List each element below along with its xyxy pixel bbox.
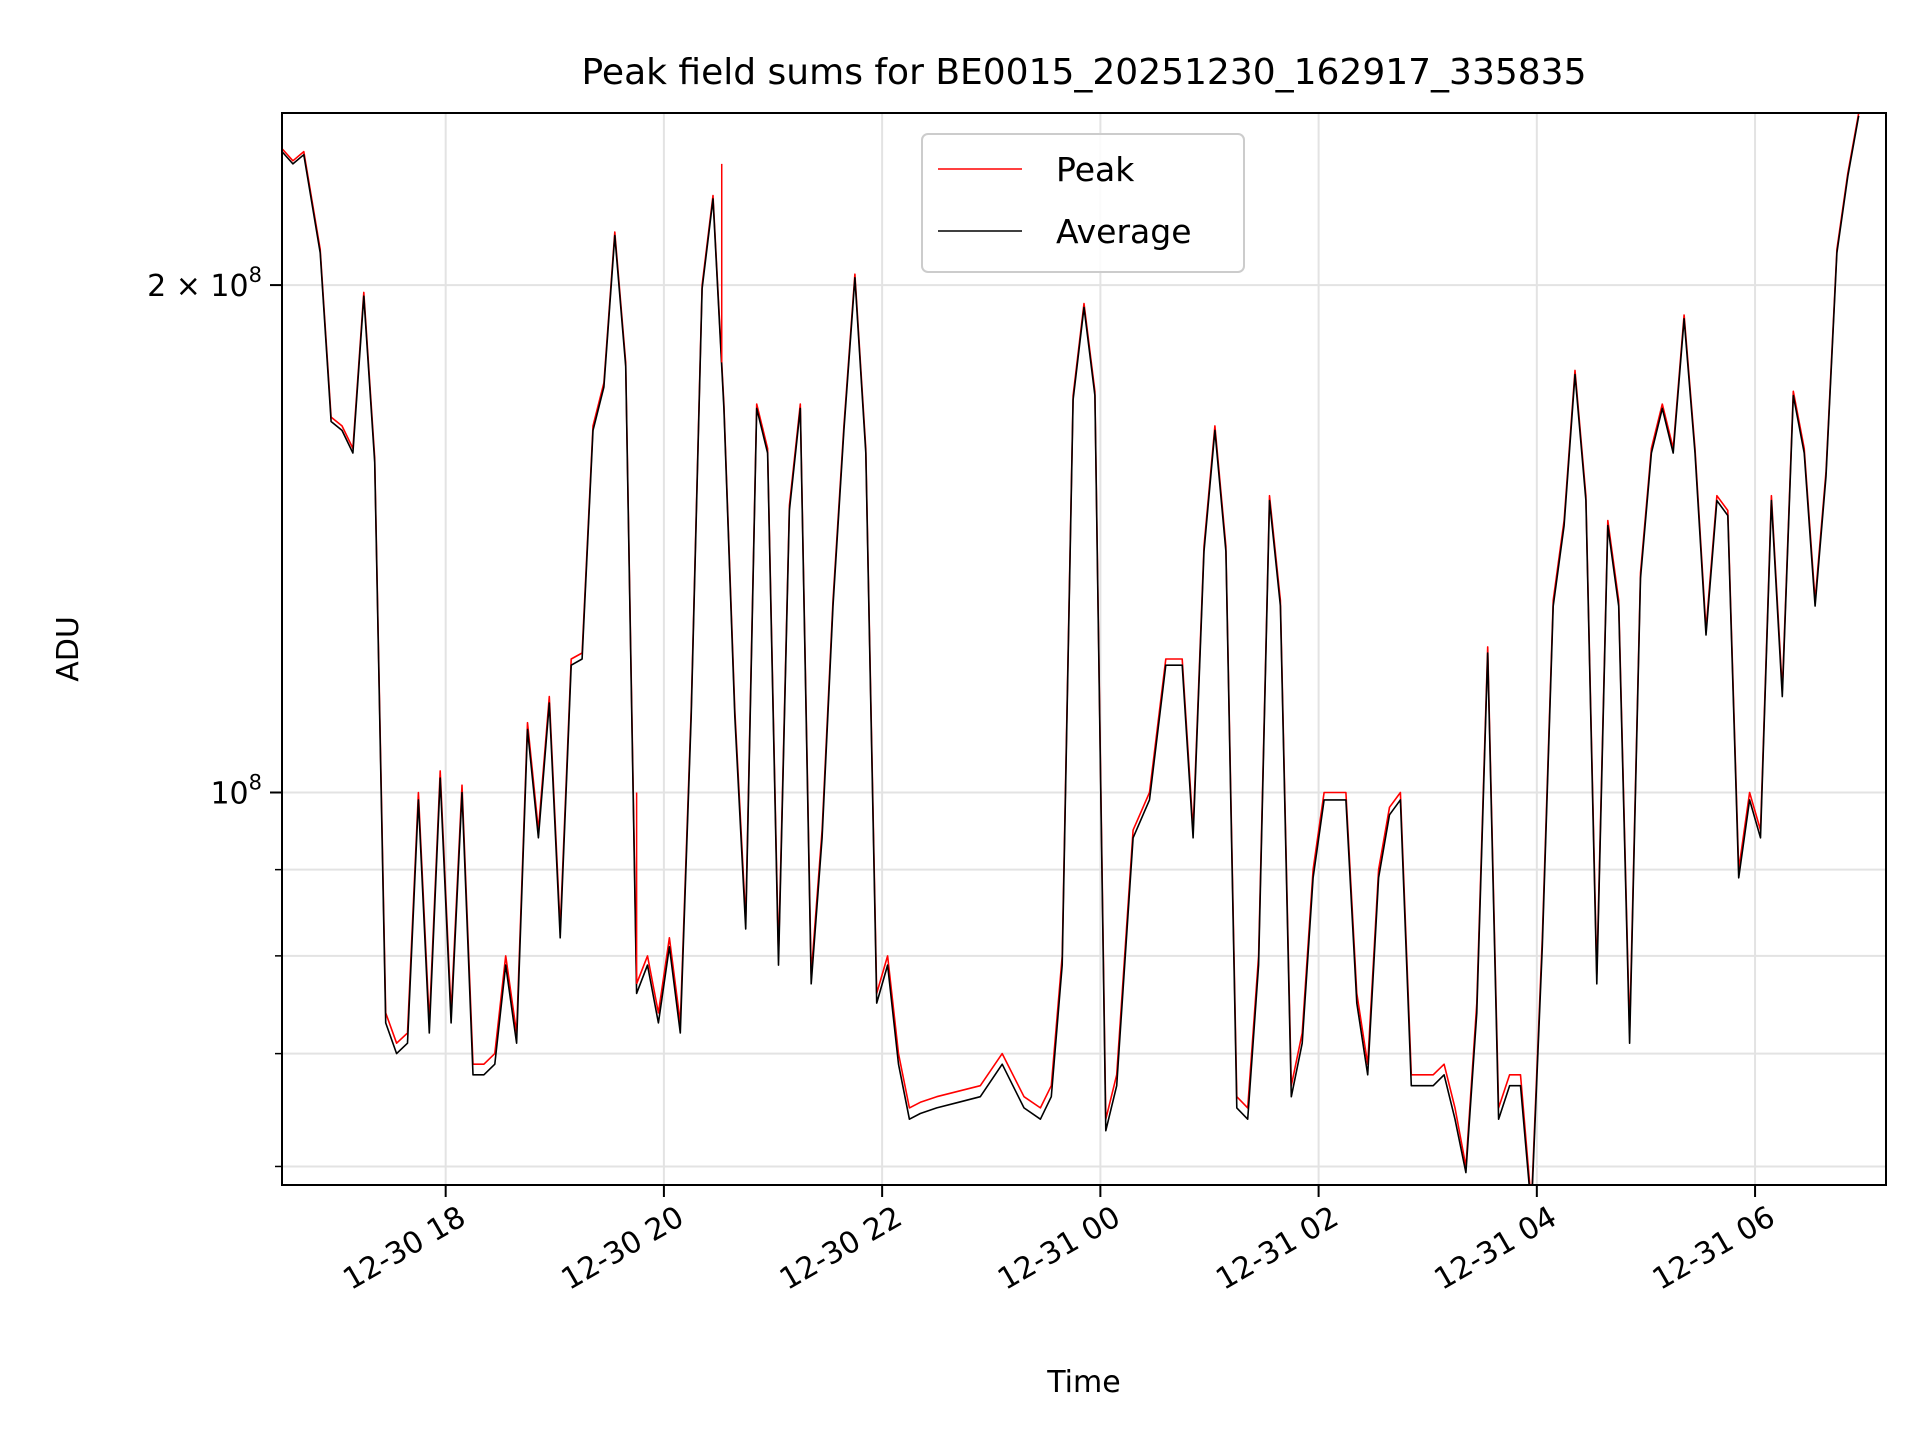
y-tick-label: 108: [210, 771, 262, 812]
plot-frame: [281, 112, 1887, 1186]
y-tick-label: 2 × 108: [147, 263, 262, 304]
series-line-average: [282, 115, 1860, 1185]
series-lines: [282, 113, 1860, 1185]
grid: [282, 113, 1886, 1185]
y-axis-label: ADU: [51, 616, 86, 682]
legend: Peak Average: [921, 133, 1245, 273]
x-axis-label: Time: [1046, 1365, 1120, 1400]
legend-label-average: Average: [1056, 212, 1192, 251]
legend-label-peak: Peak: [1056, 150, 1135, 189]
y-axis-ticks: 108 2 × 108: [147, 263, 282, 1168]
chart-title: Peak field sums for BE0015_20251230_1629…: [582, 52, 1587, 93]
